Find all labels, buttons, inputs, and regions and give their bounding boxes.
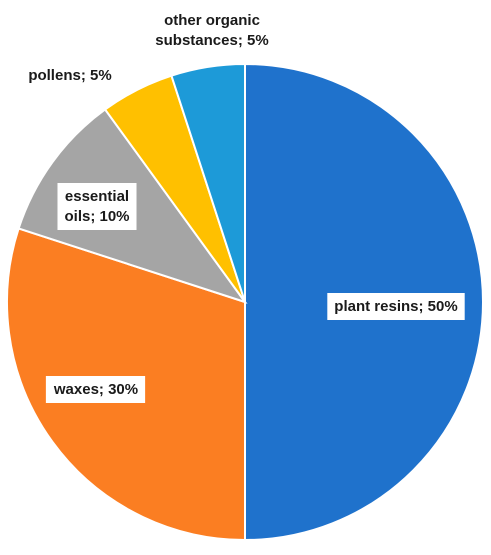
data-label-text: other organic bbox=[164, 12, 260, 29]
data-label-text: oils; 10% bbox=[64, 208, 129, 225]
data-label-text: essential bbox=[65, 188, 129, 205]
data-label-text: plant resins; 50% bbox=[334, 298, 457, 315]
data-label-text: waxes; 30% bbox=[53, 381, 138, 398]
data-label-waxes: waxes; 30% bbox=[45, 376, 146, 403]
data-label-plant-resins: plant resins; 50% bbox=[327, 293, 465, 320]
data-label-essential-oils: essential oils; 10% bbox=[57, 183, 137, 230]
pie-labels: plant resins; 50% waxes; 30% essential oils… bbox=[28, 12, 465, 403]
data-label-box bbox=[45, 376, 146, 403]
data-label-other-organic-substances: other organic substances; 5% bbox=[155, 12, 268, 49]
data-label-pollens: pollens; 5% bbox=[28, 67, 111, 84]
data-label-text: pollens; 5% bbox=[28, 67, 111, 84]
data-label-box bbox=[57, 183, 137, 230]
data-label-box bbox=[327, 293, 465, 320]
data-label-text: substances; 5% bbox=[155, 32, 268, 49]
pie-slice-other-organic-substances bbox=[170, 62, 246, 303]
